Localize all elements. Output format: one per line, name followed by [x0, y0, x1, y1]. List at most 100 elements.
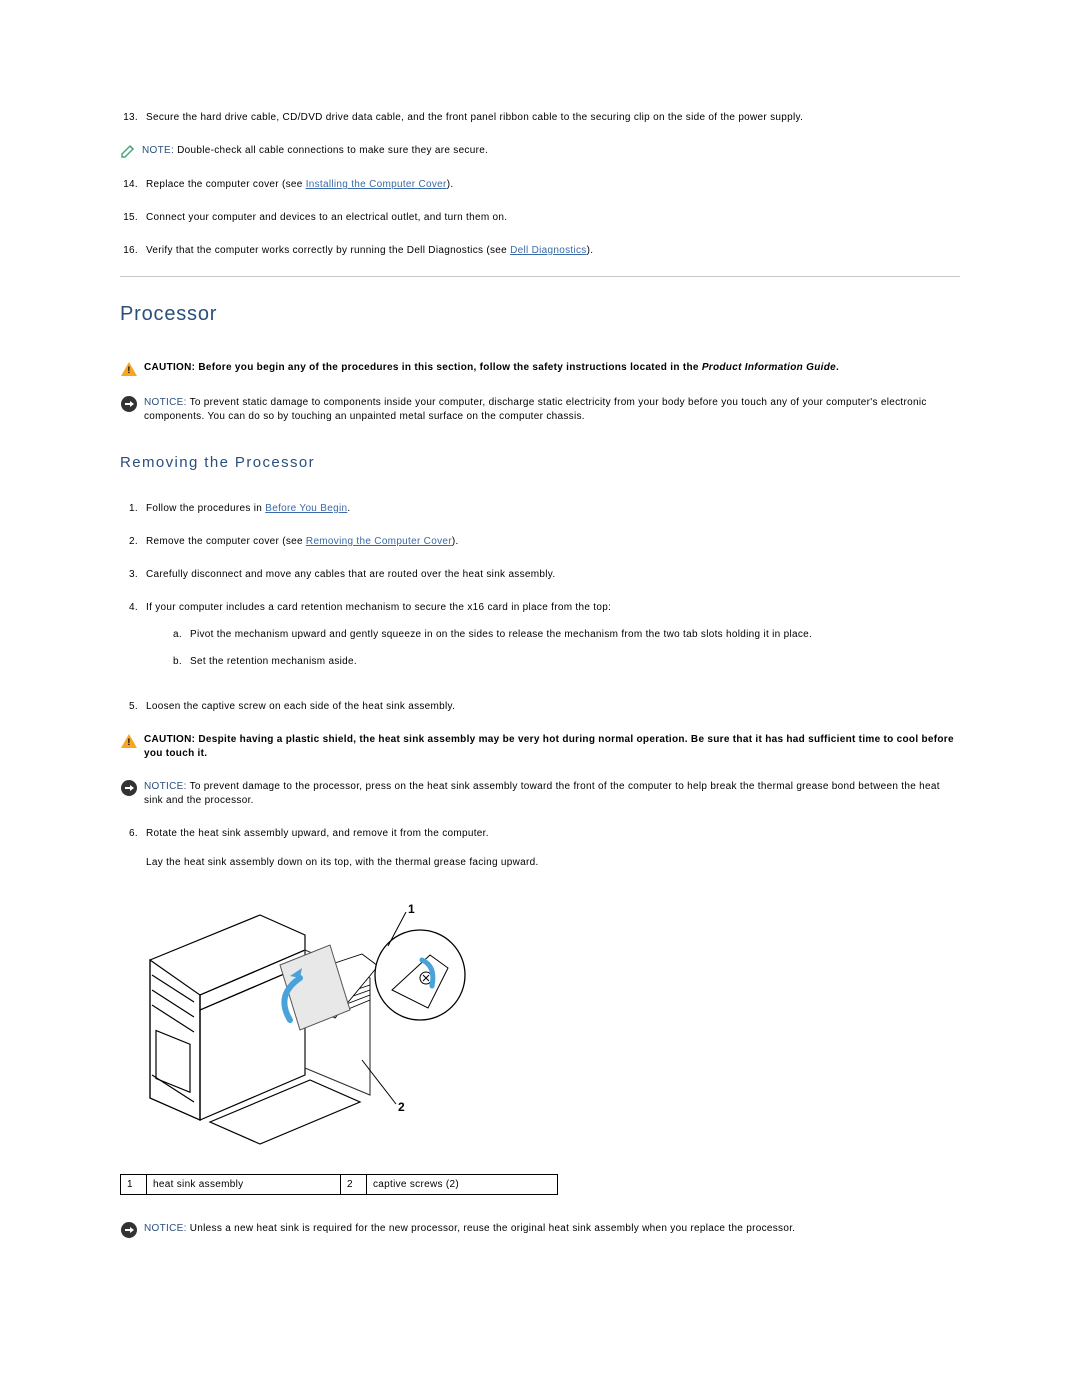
- notice-text: Unless a new heat sink is required for t…: [187, 1223, 796, 1234]
- caution-post: .: [836, 362, 839, 373]
- step-number: 16.: [120, 243, 146, 258]
- step-number: 15.: [120, 210, 146, 225]
- step-5: 5. Loosen the captive screw on each side…: [120, 699, 960, 714]
- step-number: 2.: [120, 534, 146, 549]
- step-pre: Remove the computer cover (see: [146, 536, 306, 547]
- step-pre: Follow the procedures in: [146, 503, 265, 514]
- installing-cover-link[interactable]: Installing the Computer Cover: [306, 179, 447, 190]
- parts-table: 1 heat sink assembly 2 captive screws (2…: [120, 1174, 558, 1195]
- procedure-list: 1. Follow the procedures in Before You B…: [120, 501, 960, 714]
- top-step-list: 13. Secure the hard drive cable, CD/DVD …: [120, 110, 960, 125]
- notice-row: NOTICE: To prevent static damage to comp…: [120, 395, 960, 424]
- notice-message: NOTICE: To prevent static damage to comp…: [144, 395, 960, 424]
- step-6-text: Rotate the heat sink assembly upward, an…: [146, 828, 489, 839]
- note-row: NOTE: Double-check all cable connections…: [120, 143, 960, 159]
- substep-text: Set the retention mechanism aside.: [190, 654, 357, 669]
- heatsink-diagram-icon: [130, 890, 480, 1150]
- caution-icon: [120, 360, 138, 377]
- step-6: 6. Rotate the heat sink assembly upward,…: [120, 826, 960, 870]
- step-number: 3.: [120, 567, 146, 582]
- part-label-cell: heat sink assembly: [147, 1175, 341, 1195]
- step-text: Remove the computer cover (see Removing …: [146, 534, 960, 549]
- notice-text: To prevent static damage to components i…: [144, 397, 927, 422]
- step-text: Rotate the heat sink assembly upward, an…: [146, 826, 960, 870]
- part-label-cell: captive screws (2): [367, 1175, 558, 1195]
- step-post: ).: [452, 536, 459, 547]
- step-2: 2. Remove the computer cover (see Removi…: [120, 534, 960, 549]
- notice-label: NOTICE:: [144, 397, 187, 408]
- step-number: 1.: [120, 501, 146, 516]
- part-number-cell: 2: [341, 1175, 367, 1195]
- notice-label: NOTICE:: [144, 1223, 187, 1234]
- notice-message: NOTICE: To prevent damage to the process…: [144, 779, 960, 808]
- caution-message: CAUTION: Despite having a plastic shield…: [144, 732, 960, 761]
- caution-row: CAUTION: Before you begin any of the pro…: [120, 360, 960, 377]
- processor-heading: Processor: [120, 303, 960, 326]
- top-step-list-2: 14. Replace the computer cover (see Inst…: [120, 177, 960, 258]
- substep-letter: a.: [168, 627, 190, 642]
- step-text: Connect your computer and devices to an …: [146, 210, 960, 225]
- heatsink-figure: 1 2: [130, 890, 480, 1150]
- note-label: NOTE:: [142, 145, 174, 156]
- before-you-begin-link[interactable]: Before You Begin: [265, 503, 347, 514]
- step-post: ).: [447, 179, 454, 190]
- step-15: 15. Connect your computer and devices to…: [120, 210, 960, 225]
- step-text: Carefully disconnect and move any cables…: [146, 567, 960, 582]
- step-text: Secure the hard drive cable, CD/DVD driv…: [146, 110, 960, 125]
- notice-row-2: NOTICE: To prevent damage to the process…: [120, 779, 960, 808]
- step-pre: Replace the computer cover (see: [146, 179, 306, 190]
- caution-label: CAUTION:: [144, 362, 195, 373]
- caution-italic: Product Information Guide: [702, 362, 836, 373]
- caution-text: Before you begin any of the procedures i…: [195, 362, 702, 373]
- step-text: Follow the procedures in Before You Begi…: [146, 501, 960, 516]
- substep-b: b. Set the retention mechanism aside.: [168, 654, 960, 669]
- notice-icon: [120, 1221, 138, 1238]
- note-message: NOTE: Double-check all cable connections…: [142, 143, 960, 158]
- step-text: Loosen the captive screw on each side of…: [146, 699, 960, 714]
- table-row: 1 heat sink assembly 2 captive screws (2…: [121, 1175, 558, 1195]
- step-16: 16. Verify that the computer works corre…: [120, 243, 960, 258]
- callout-1: 1: [408, 902, 415, 916]
- caution-row-2: CAUTION: Despite having a plastic shield…: [120, 732, 960, 761]
- caution-text: Despite having a plastic shield, the hea…: [144, 734, 954, 759]
- removing-cover-link[interactable]: Removing the Computer Cover: [306, 536, 452, 547]
- step-number: 13.: [120, 110, 146, 125]
- notice-message: NOTICE: Unless a new heat sink is requir…: [144, 1221, 960, 1236]
- section-divider: [120, 276, 960, 277]
- step-post: .: [347, 503, 350, 514]
- step-pre: Verify that the computer works correctly…: [146, 245, 510, 256]
- substep-list: a. Pivot the mechanism upward and gently…: [146, 627, 960, 669]
- document-page: 13. Secure the hard drive cable, CD/DVD …: [0, 0, 1080, 1336]
- caution-label: CAUTION:: [144, 734, 195, 745]
- step-4-text: If your computer includes a card retenti…: [146, 602, 611, 613]
- step-text: If your computer includes a card retenti…: [146, 600, 960, 681]
- substep-letter: b.: [168, 654, 190, 669]
- note-text: Double-check all cable connections to ma…: [174, 145, 488, 156]
- step-number: 5.: [120, 699, 146, 714]
- notice-text: To prevent damage to the processor, pres…: [144, 781, 940, 806]
- substep-text: Pivot the mechanism upward and gently sq…: [190, 627, 812, 642]
- step-4: 4. If your computer includes a card rete…: [120, 600, 960, 681]
- step-number: 4.: [120, 600, 146, 681]
- caution-message: CAUTION: Before you begin any of the pro…: [144, 360, 960, 375]
- notice-label: NOTICE:: [144, 781, 187, 792]
- part-number-cell: 1: [121, 1175, 147, 1195]
- notice-icon: [120, 779, 138, 796]
- procedure-list-2: 6. Rotate the heat sink assembly upward,…: [120, 826, 960, 870]
- step-13: 13. Secure the hard drive cable, CD/DVD …: [120, 110, 960, 125]
- notice-icon: [120, 395, 138, 412]
- notice-row-3: NOTICE: Unless a new heat sink is requir…: [120, 1221, 960, 1238]
- step-6-note: Lay the heat sink assembly down on its t…: [146, 857, 539, 868]
- note-icon: [120, 143, 136, 159]
- substep-a: a. Pivot the mechanism upward and gently…: [168, 627, 960, 642]
- step-1: 1. Follow the procedures in Before You B…: [120, 501, 960, 516]
- step-post: ).: [587, 245, 594, 256]
- removing-processor-heading: Removing the Processor: [120, 454, 960, 471]
- step-number: 14.: [120, 177, 146, 192]
- callout-2: 2: [398, 1100, 405, 1114]
- figure-wrap: 1 2: [120, 890, 960, 1150]
- dell-diagnostics-link[interactable]: Dell Diagnostics: [510, 245, 587, 256]
- step-text: Verify that the computer works correctly…: [146, 243, 960, 258]
- caution-icon: [120, 732, 138, 749]
- step-text: Replace the computer cover (see Installi…: [146, 177, 960, 192]
